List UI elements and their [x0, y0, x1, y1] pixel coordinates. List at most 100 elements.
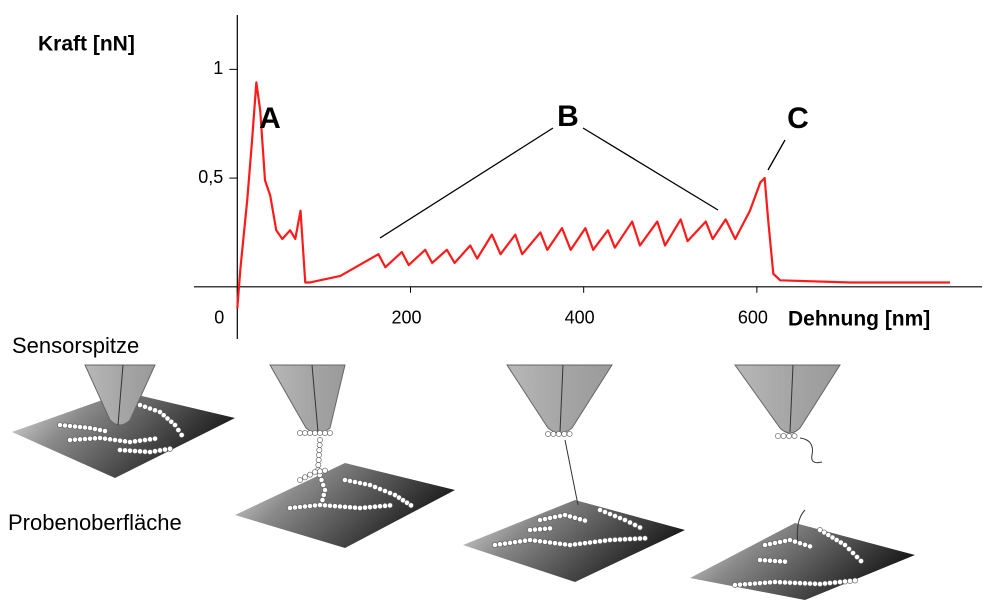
bead [342, 477, 348, 483]
bead [322, 487, 328, 493]
bead [367, 504, 373, 511]
bead [597, 538, 603, 545]
bead [772, 579, 778, 585]
bead [322, 467, 328, 474]
bead [137, 448, 143, 455]
bead [315, 457, 322, 463]
tether [564, 439, 579, 506]
bead [302, 503, 308, 510]
annotation-line [582, 127, 719, 211]
bead [787, 537, 793, 543]
bead [327, 502, 333, 509]
surface [12, 392, 235, 478]
bead [847, 578, 853, 584]
bead [742, 581, 748, 588]
bead [87, 425, 93, 431]
bead [547, 539, 553, 546]
bead [858, 558, 864, 564]
bead [747, 580, 753, 587]
bead [352, 479, 358, 485]
surface [690, 523, 915, 600]
bead [337, 503, 343, 510]
bead [392, 492, 398, 498]
bead [287, 505, 293, 511]
bead [162, 446, 168, 453]
bead [545, 431, 551, 437]
tip [269, 364, 346, 434]
bead [102, 435, 108, 442]
bead [307, 503, 313, 509]
bead [164, 415, 171, 422]
bead [782, 538, 788, 544]
bead [317, 437, 323, 443]
bead [572, 541, 578, 548]
bead [372, 484, 378, 490]
bead [637, 524, 643, 531]
bead [617, 515, 623, 521]
bead [316, 442, 323, 448]
bead [767, 541, 773, 547]
tip-edge [559, 364, 564, 433]
bead [757, 557, 763, 563]
bead [512, 539, 518, 546]
bead [767, 557, 773, 564]
bead [342, 503, 348, 510]
bead [792, 579, 798, 586]
bead [142, 403, 148, 410]
bead [312, 469, 318, 475]
tip-edge [117, 364, 124, 426]
bead [792, 538, 798, 545]
bead [492, 542, 498, 548]
x-tick-label: 600 [738, 308, 768, 328]
bead [817, 581, 823, 587]
bead [157, 447, 163, 454]
bead [107, 436, 113, 443]
bead [377, 486, 383, 492]
force-curve [236, 81, 950, 309]
bead [777, 539, 783, 545]
bead [57, 422, 63, 428]
bead [532, 526, 538, 533]
bead [547, 515, 553, 521]
bead [642, 535, 648, 542]
bead [852, 577, 858, 584]
surface-label: Probenoberfläche [8, 510, 182, 535]
tip [734, 364, 841, 434]
bead [842, 542, 848, 548]
bead [837, 539, 844, 546]
bead [297, 477, 303, 483]
bead [602, 537, 608, 544]
bead [178, 432, 185, 438]
x-tick-label: 0 [214, 308, 224, 328]
bead [502, 540, 508, 547]
bead [67, 437, 73, 443]
bead [377, 503, 383, 510]
bead [332, 503, 338, 510]
bead [82, 424, 88, 431]
x-axis-label: Dehnung [nm] [788, 308, 930, 331]
bead [582, 540, 588, 547]
bead [762, 579, 768, 586]
bead [622, 517, 628, 523]
annotation: B [557, 100, 579, 133]
bead [527, 537, 533, 543]
bead [822, 580, 828, 587]
bead [320, 492, 327, 498]
bead [821, 529, 828, 536]
bead [752, 580, 758, 587]
bead [562, 512, 568, 518]
bead [327, 430, 333, 436]
bead [817, 527, 823, 533]
bead [312, 502, 318, 509]
bead [597, 507, 603, 513]
bead [147, 436, 153, 443]
bead [566, 431, 573, 437]
bead [316, 452, 322, 458]
bead [396, 494, 402, 501]
bead [772, 558, 778, 564]
bead [132, 438, 138, 445]
bead [357, 505, 363, 511]
bead [318, 477, 325, 483]
bead [542, 538, 548, 545]
